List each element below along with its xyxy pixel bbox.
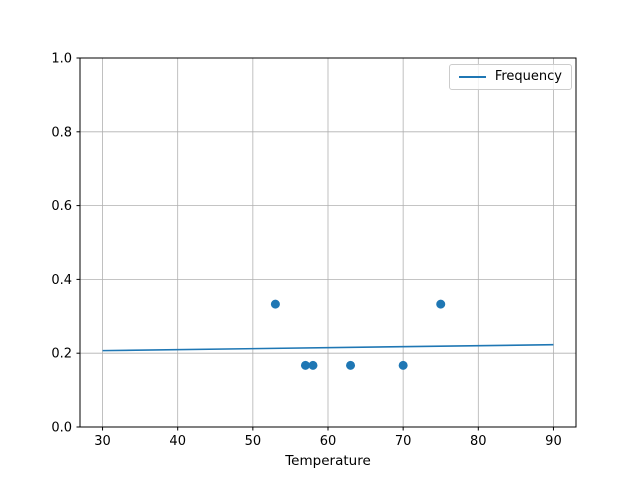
y-tick-label: 0.2 — [51, 347, 72, 362]
legend: Frequency — [448, 64, 572, 90]
scatter-point — [436, 299, 446, 309]
x-tick-label: 40 — [169, 434, 186, 449]
y-tick-label: 0.6 — [51, 199, 72, 214]
series-layer — [102, 299, 554, 370]
grid-layer — [80, 57, 576, 428]
x-tick-label: 30 — [94, 434, 111, 449]
x-tick-label: 80 — [470, 434, 487, 449]
scatter-point — [398, 360, 408, 370]
scatter-point — [346, 360, 356, 370]
x-tick-label: 90 — [545, 434, 562, 449]
x-tick-label: 50 — [245, 434, 262, 449]
legend-line-sample — [458, 75, 486, 78]
y-tick-label: 1.0 — [51, 52, 72, 67]
y-tick-label: 0.0 — [51, 421, 72, 436]
x-tick-label: 60 — [320, 434, 337, 449]
axes-layer: 30 40 50 60 70 80 90 0.0 0.2 0.4 0.6 0.8 1.0 — [51, 52, 577, 449]
x-tick-label: 70 — [395, 434, 412, 449]
frequency-line — [102, 343, 554, 352]
scatter-point — [300, 360, 310, 370]
legend-label: Frequency — [494, 69, 562, 84]
scatter-point — [308, 360, 318, 370]
scatter-point — [270, 299, 280, 309]
x-axis-label: Temperature — [284, 453, 371, 469]
y-tick-label: 0.4 — [51, 273, 72, 288]
y-tick-label: 0.8 — [51, 125, 72, 140]
